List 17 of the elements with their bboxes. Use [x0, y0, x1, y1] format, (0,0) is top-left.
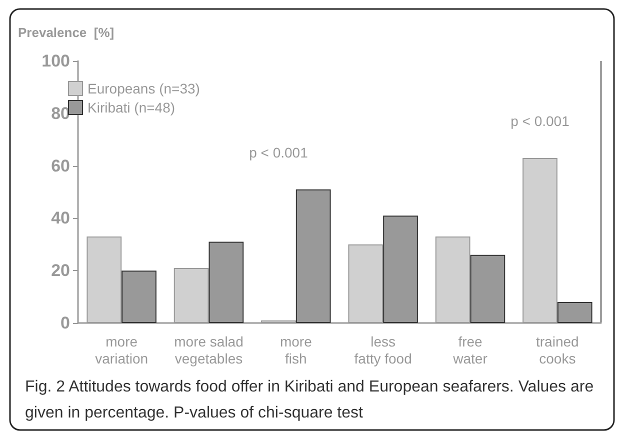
y-tick-label: 0	[60, 314, 70, 332]
x-tick-label: more fish	[280, 334, 312, 366]
x-tick-label: trained cooks	[536, 334, 579, 366]
x-tick-label: more variation	[95, 334, 148, 366]
annotation: p < 0.001	[510, 112, 570, 129]
legend-label: Kiribati (n=48)	[88, 100, 176, 116]
y-tick-label: 40	[51, 208, 70, 228]
y-tick-label: 60	[51, 156, 70, 176]
caption: Fig. 2 Attitudes towards food offer in Kiribati and European seafarers. Values are given in percentage. P-values of chi-square test	[25, 378, 598, 422]
y-axis-title: Prevalence [%]	[18, 25, 114, 40]
y-tick-label: 20	[51, 261, 70, 280]
x-tick-label: less fatty food	[354, 334, 412, 366]
annotation: p < 0.001	[249, 144, 308, 160]
x-tick-label: free water	[452, 334, 488, 366]
legend-label: Europeans (n=33)	[88, 80, 200, 96]
x-tick-label: more salad vegetables	[174, 334, 244, 366]
y-tick-label: 100	[42, 52, 70, 70]
